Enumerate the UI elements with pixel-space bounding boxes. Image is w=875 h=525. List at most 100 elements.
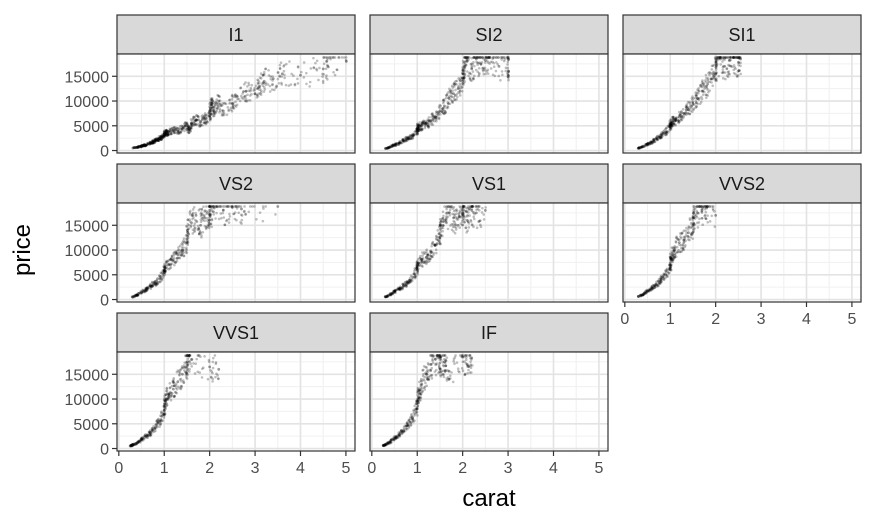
data-point (451, 89, 455, 92)
data-point (420, 251, 424, 254)
data-point (455, 209, 459, 213)
data-point (198, 122, 201, 125)
data-point (470, 62, 473, 65)
data-point (426, 256, 430, 260)
data-point (669, 123, 672, 126)
data-point (159, 134, 163, 138)
data-point (391, 143, 395, 146)
data-point (401, 287, 404, 291)
data-point (177, 246, 180, 249)
data-point (154, 140, 157, 144)
data-point (242, 90, 245, 93)
data-point (653, 140, 656, 144)
data-point (131, 444, 134, 447)
data-point (668, 256, 672, 259)
data-point (221, 112, 224, 115)
data-point (172, 251, 176, 254)
data-point (458, 226, 462, 229)
data-point (679, 244, 683, 247)
data-point (167, 130, 171, 134)
x-tick-label: 5 (594, 460, 603, 477)
data-point (412, 133, 416, 136)
data-point (642, 292, 646, 296)
data-point (450, 371, 453, 374)
data-point (451, 207, 455, 210)
data-point (271, 75, 274, 78)
data-point (312, 56, 315, 60)
data-point (191, 121, 195, 125)
data-point (158, 136, 162, 139)
data-point (716, 56, 720, 59)
data-point (640, 145, 643, 149)
data-point (669, 263, 672, 267)
data-point (171, 259, 174, 262)
x-tick-label: 1 (160, 460, 169, 477)
data-point (435, 242, 439, 245)
data-point (443, 218, 446, 222)
data-point (672, 122, 675, 125)
data-point (676, 250, 679, 254)
data-point (695, 215, 699, 219)
data-point (166, 132, 170, 135)
data-point (386, 146, 390, 150)
data-point (666, 275, 669, 278)
data-point (178, 256, 182, 260)
data-point (177, 385, 180, 389)
data-point (706, 83, 709, 86)
data-point (727, 72, 731, 76)
data-point (479, 62, 483, 66)
data-point (700, 205, 703, 208)
y-tick-label: 15000 (65, 218, 110, 235)
data-point (276, 205, 280, 208)
data-point (472, 56, 475, 59)
data-point (170, 257, 173, 260)
data-point (140, 437, 144, 440)
data-point (648, 287, 652, 291)
data-point (415, 265, 418, 269)
data-point (133, 443, 136, 447)
data-point (388, 292, 392, 295)
data-point (692, 228, 695, 232)
data-point (184, 121, 187, 124)
data-point (691, 217, 694, 220)
data-point (674, 246, 677, 250)
data-point (166, 131, 170, 135)
data-point (468, 77, 472, 81)
data-point (655, 283, 659, 287)
data-point (164, 133, 168, 136)
data-point (661, 130, 665, 133)
data-point (261, 73, 265, 77)
data-point (418, 388, 422, 392)
data-point (159, 422, 162, 425)
data-point (672, 249, 676, 253)
data-point (221, 113, 225, 117)
data-point (165, 387, 169, 390)
data-point (434, 114, 438, 118)
data-point (163, 267, 166, 271)
data-point (244, 90, 248, 93)
data-point (437, 232, 441, 236)
data-point (714, 66, 718, 70)
data-point (437, 105, 441, 108)
data-point (257, 85, 261, 89)
data-point (290, 72, 293, 76)
data-point (190, 122, 193, 126)
data-point (729, 58, 732, 62)
data-point (205, 122, 208, 125)
data-point (438, 237, 442, 241)
data-point (141, 143, 145, 147)
data-point (201, 123, 204, 127)
data-point (691, 233, 694, 236)
data-point (463, 64, 467, 68)
data-point (196, 118, 200, 122)
data-point (234, 93, 237, 96)
data-point (139, 436, 143, 440)
data-point (671, 117, 675, 121)
data-point (136, 440, 140, 444)
data-point (708, 73, 711, 77)
data-point (405, 427, 408, 430)
data-point (207, 213, 211, 217)
data-point (477, 73, 481, 76)
data-point (193, 119, 197, 123)
data-point (203, 114, 207, 117)
